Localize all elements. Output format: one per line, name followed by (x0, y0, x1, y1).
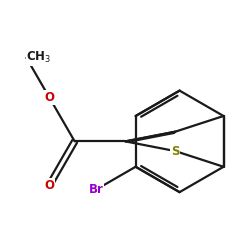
Text: Br: Br (88, 183, 104, 196)
Text: O: O (44, 91, 54, 104)
Text: CH$_3$: CH$_3$ (26, 50, 52, 66)
Text: O: O (44, 179, 54, 192)
Text: S: S (171, 144, 179, 158)
